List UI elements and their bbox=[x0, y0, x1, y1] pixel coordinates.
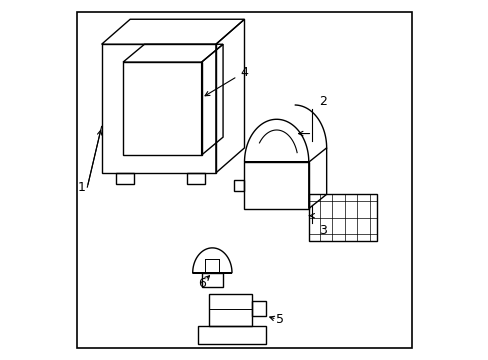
Text: 6: 6 bbox=[197, 277, 205, 290]
Text: 1: 1 bbox=[78, 181, 86, 194]
Text: 2: 2 bbox=[319, 95, 327, 108]
Text: 5: 5 bbox=[276, 313, 284, 326]
Text: 3: 3 bbox=[319, 224, 327, 237]
Text: 4: 4 bbox=[240, 66, 248, 79]
